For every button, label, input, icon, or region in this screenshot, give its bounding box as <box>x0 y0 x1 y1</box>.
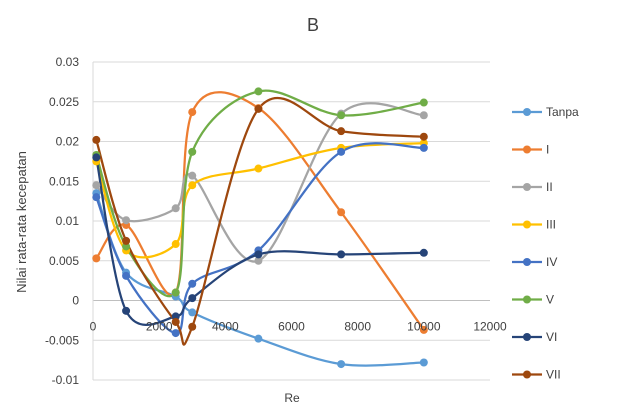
data-point <box>188 171 197 180</box>
y-tick-label: 0.02 <box>56 135 80 149</box>
data-point <box>337 147 346 156</box>
data-point <box>171 204 180 213</box>
legend-marker <box>523 370 531 379</box>
data-point <box>188 279 197 288</box>
legend-label: I <box>546 143 549 157</box>
legend-item: IV <box>512 255 557 269</box>
data-point <box>254 104 263 113</box>
data-point <box>254 256 263 265</box>
data-point <box>254 164 263 173</box>
data-point <box>254 250 263 259</box>
legend-item: VII <box>512 368 561 382</box>
x-tick-label: 8000 <box>344 320 371 334</box>
legend-marker <box>523 258 531 266</box>
data-point <box>122 216 131 225</box>
data-point <box>337 111 346 120</box>
y-tick-label: 0.005 <box>49 254 79 268</box>
legend-label: IV <box>546 255 557 269</box>
data-point <box>188 108 197 117</box>
y-tick-labels: -0.01 -0.005 0 0.005 0.01 0.015 0.02 0.025 0.03 <box>45 55 79 387</box>
legend-label: VI <box>546 330 557 344</box>
y-tick-label: 0.025 <box>49 95 79 109</box>
legend-marker <box>523 145 531 154</box>
legend-item: II <box>512 180 553 194</box>
legend-item: I <box>512 143 549 157</box>
data-point <box>92 254 101 263</box>
data-point <box>419 111 428 120</box>
data-point <box>122 271 131 280</box>
data-point <box>188 322 197 331</box>
series-line <box>95 141 424 259</box>
x-tick-label: 0 <box>90 320 97 334</box>
chart-title: B <box>307 15 319 35</box>
y-axis-label: Nilai rata-rata kecepatan <box>14 151 29 293</box>
data-point <box>171 329 180 338</box>
legend-label: III <box>546 218 556 232</box>
data-point <box>337 127 346 136</box>
y-tick-label: -0.005 <box>45 333 79 347</box>
data-point <box>122 306 131 315</box>
data-point <box>92 153 101 162</box>
data-point <box>92 193 101 202</box>
series-points <box>92 87 428 369</box>
legend-item: VI <box>512 330 557 344</box>
series-line <box>95 102 424 263</box>
y-tick-label: 0.015 <box>49 174 79 188</box>
legend-marker <box>523 220 531 229</box>
data-point <box>419 98 428 107</box>
data-point <box>254 87 263 96</box>
data-point <box>419 132 428 141</box>
data-point <box>122 242 131 251</box>
legend-marker <box>523 295 531 304</box>
series-line <box>95 157 424 326</box>
legend-item: V <box>512 293 554 307</box>
x-tick-label: 12000 <box>473 320 507 334</box>
data-point <box>122 236 131 245</box>
data-point <box>419 358 428 367</box>
data-point <box>171 240 180 249</box>
data-point <box>337 208 346 217</box>
legend-label: II <box>546 180 553 194</box>
x-tick-label: 10000 <box>407 320 441 334</box>
x-tick-label: 4000 <box>212 320 239 334</box>
data-point <box>92 181 101 190</box>
legend-label: V <box>546 293 554 307</box>
series-line <box>95 91 425 331</box>
series-line <box>95 89 425 298</box>
data-point <box>188 147 197 156</box>
data-point <box>337 360 346 369</box>
y-tick-label: 0 <box>72 294 79 308</box>
data-point <box>92 135 101 144</box>
data-point <box>254 334 263 343</box>
legend-item: III <box>512 218 556 232</box>
x-axis-label: Re <box>284 391 300 405</box>
data-point <box>188 308 197 317</box>
data-point <box>419 325 428 334</box>
x-tick-labels: 0 2000 4000 6000 8000 10000 12000 <box>90 320 507 334</box>
data-point <box>171 317 180 326</box>
legend-label: Tanpa <box>546 105 579 119</box>
data-point <box>188 181 197 190</box>
legend-item: Tanpa <box>512 105 579 119</box>
y-tick-label: 0.03 <box>56 55 80 69</box>
legend-marker <box>523 333 531 341</box>
legend-label: VII <box>546 368 561 382</box>
legend-marker <box>523 183 531 191</box>
data-point <box>171 312 180 321</box>
y-tick-label: 0.01 <box>56 214 80 228</box>
data-point <box>419 143 428 152</box>
x-tick-label: 6000 <box>278 320 305 334</box>
data-point <box>337 250 346 259</box>
data-point <box>188 294 197 303</box>
y-tick-label: -0.01 <box>52 373 80 387</box>
x-tick-label: 2000 <box>146 320 173 334</box>
data-point <box>171 288 180 297</box>
legend-marker <box>523 108 531 116</box>
data-point <box>419 248 428 257</box>
